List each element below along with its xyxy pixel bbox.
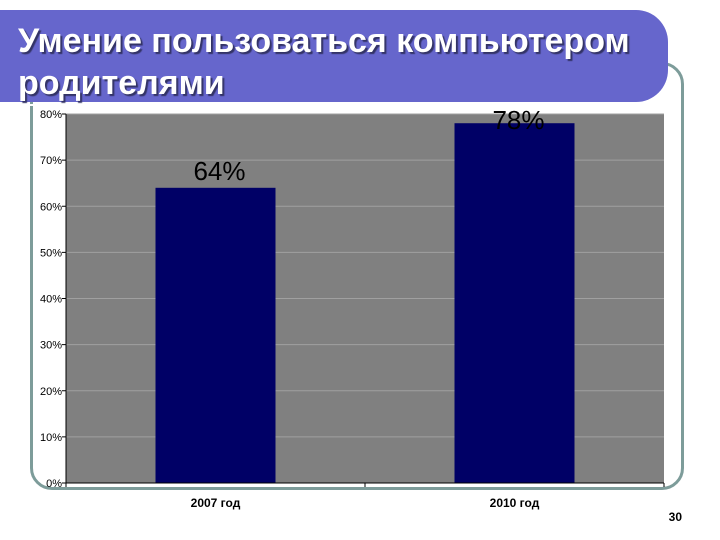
y-tick-label: 0% bbox=[46, 478, 62, 490]
title-underline bbox=[0, 104, 638, 106]
page-number: 30 bbox=[668, 510, 682, 524]
x-axis: 2007 год 2010 год bbox=[65, 482, 665, 510]
y-tick-label: 60% bbox=[40, 201, 62, 213]
x-tick-label: 2007 год bbox=[191, 496, 241, 510]
title-banner: Умение пользоваться компьютером родителя… bbox=[0, 10, 668, 106]
y-tick-label: 40% bbox=[40, 294, 62, 306]
y-tick-label: 30% bbox=[40, 340, 62, 352]
y-tick-label: 50% bbox=[40, 247, 62, 259]
y-tick-label: 80% bbox=[40, 109, 62, 121]
x-tick-label: 2010 год bbox=[490, 496, 540, 510]
y-axis: 0% 10% 20% 30% 40% 50% 60% 70% 80% bbox=[40, 109, 67, 490]
slide-title: Умение пользоваться компьютером родителя… bbox=[18, 22, 630, 102]
bar bbox=[155, 187, 276, 484]
data-label: 64% bbox=[193, 156, 245, 186]
y-tick-label: 20% bbox=[40, 386, 62, 398]
bars: 64% 78% bbox=[155, 105, 575, 484]
bar bbox=[454, 123, 575, 483]
y-tick-label: 10% bbox=[40, 432, 62, 444]
y-tick-label: 70% bbox=[40, 155, 62, 167]
data-label: 78% bbox=[492, 105, 544, 135]
